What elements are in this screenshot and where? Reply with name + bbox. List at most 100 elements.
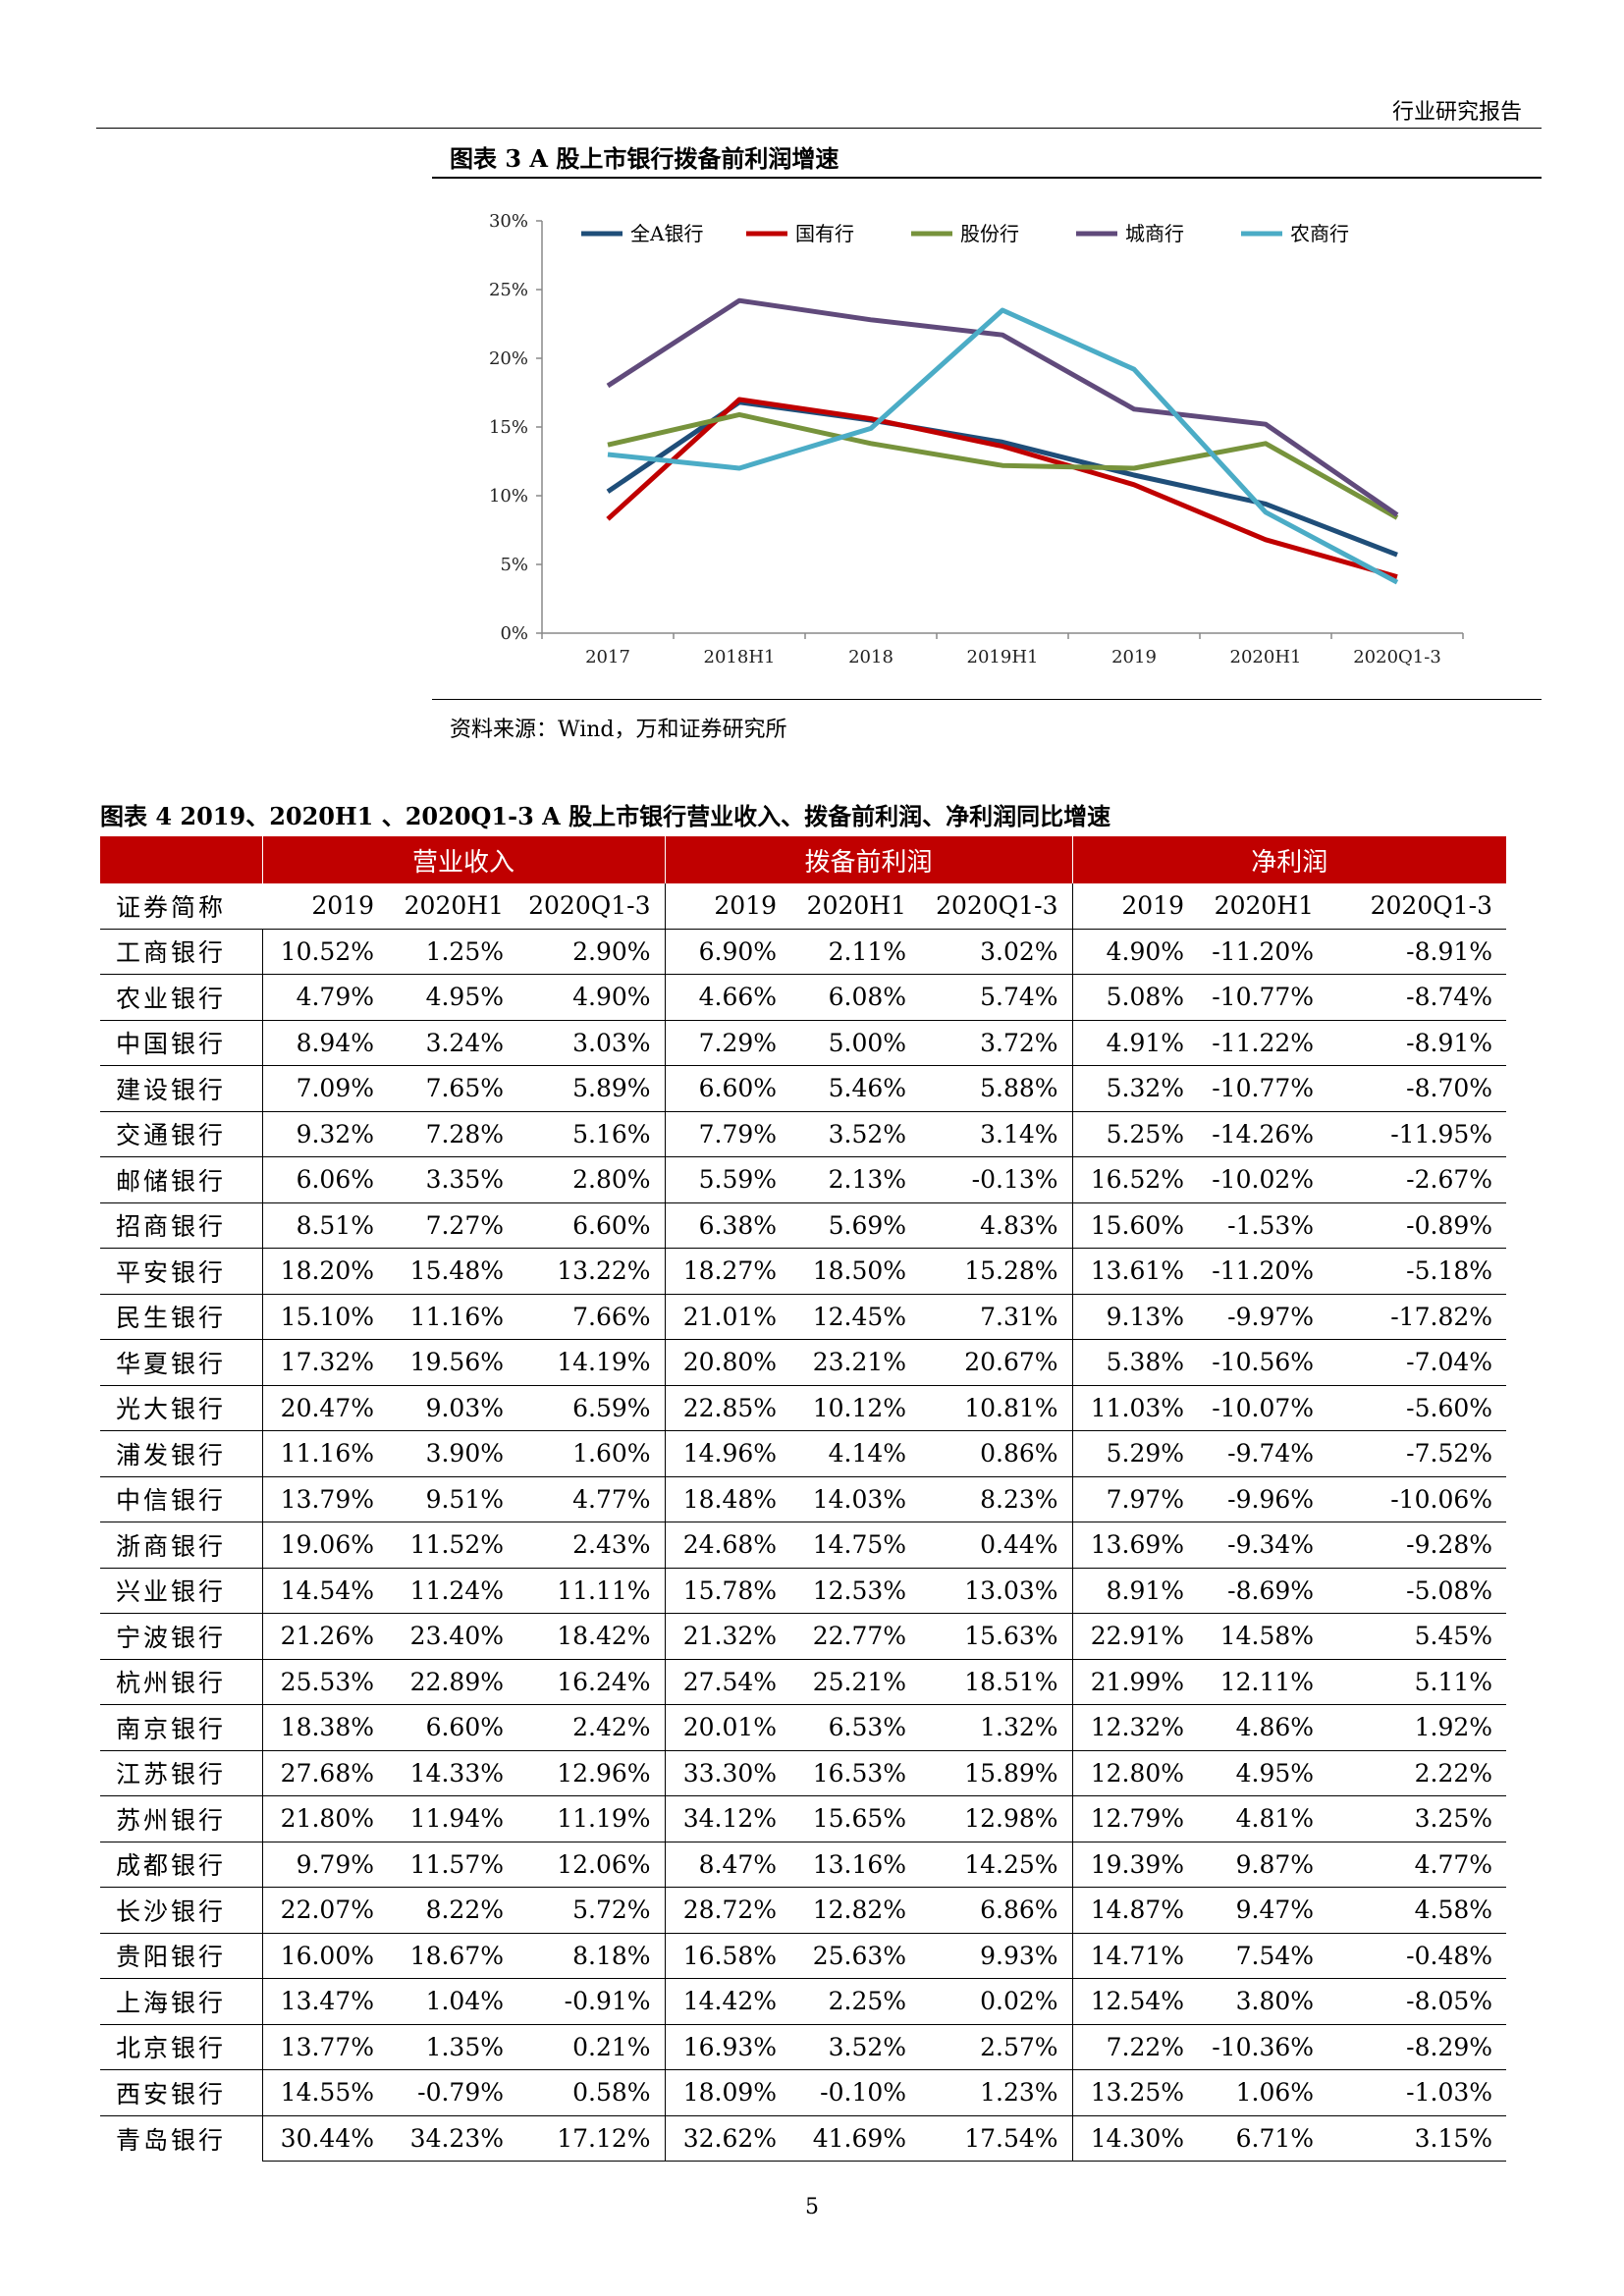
value-cell: 0.86% (920, 1430, 1073, 1477)
bank-name-cell: 华夏银行 (100, 1339, 262, 1386)
value-cell: 6.60% (664, 1065, 791, 1112)
value-cell: -10.77% (1198, 1065, 1328, 1112)
value-cell: 22.85% (664, 1385, 791, 1431)
table-row: 兴业银行 14.54% 11.24% 11.11% 15.78% 12.53% 13.03%… (100, 1568, 1507, 1614)
value-cell: 14.96% (664, 1430, 791, 1477)
series-line-2 (606, 397, 1398, 580)
value-cell: -8.91% (1327, 1020, 1507, 1066)
value-cell: 7.22% (1071, 2024, 1199, 2070)
value-cell: 21.26% (261, 1613, 388, 1660)
value-cell: 23.40% (388, 1613, 517, 1660)
value-cell: -0.89% (1327, 1202, 1507, 1249)
column-header-name: 证券简称 (100, 883, 262, 930)
table-row: 光大银行 20.47% 9.03% 6.59% 22.85% 10.12% 10.81% 11… (100, 1385, 1507, 1431)
bank-name-cell: 长沙银行 (100, 1887, 262, 1934)
bank-name-cell: 南京银行 (100, 1704, 262, 1751)
value-cell: 3.52% (790, 1111, 921, 1157)
value-cell: -8.74% (1327, 974, 1507, 1021)
value-cell: 14.33% (388, 1750, 517, 1796)
value-cell: 20.01% (664, 1704, 791, 1751)
y-tick-label: 10% (489, 486, 528, 507)
value-cell: 13.77% (261, 2024, 388, 2070)
value-cell: 7.29% (664, 1020, 791, 1066)
value-cell: 19.56% (388, 1339, 517, 1386)
value-cell: 4.90% (517, 974, 666, 1021)
column-header-period: 2020Q1-3 (517, 883, 666, 930)
value-cell: 32.62% (664, 2115, 791, 2162)
value-cell: 2.42% (517, 1704, 666, 1751)
table-row: 华夏银行 17.32% 19.56% 14.19% 20.80% 23.21% 20.67%… (100, 1339, 1507, 1386)
value-cell: 22.77% (790, 1613, 921, 1660)
value-cell: -10.56% (1198, 1339, 1328, 1386)
value-cell: 18.27% (664, 1248, 791, 1295)
value-cell: 4.91% (1071, 1020, 1199, 1066)
value-cell: -10.02% (1198, 1156, 1328, 1203)
value-cell: 1.04% (388, 1978, 517, 2025)
value-cell: 23.21% (790, 1339, 921, 1386)
value-cell: 2.11% (790, 929, 921, 975)
table-row: 江苏银行 27.68% 14.33% 12.96% 33.30% 16.53% 15.89%… (100, 1750, 1507, 1796)
value-cell: 1.25% (388, 929, 517, 975)
value-cell: 4.66% (664, 974, 791, 1021)
value-cell: 18.09% (664, 2069, 791, 2116)
value-cell: 5.72% (517, 1887, 666, 1934)
value-cell: 13.47% (261, 1978, 388, 2025)
value-cell: 4.86% (1198, 1704, 1328, 1751)
value-cell: 0.02% (920, 1978, 1073, 2025)
column-header-period: 2020H1 (790, 883, 921, 930)
value-cell: 6.71% (1198, 2115, 1328, 2162)
bank-name-cell: 西安银行 (100, 2069, 262, 2116)
value-cell: 6.08% (790, 974, 921, 1021)
value-cell: 2.57% (920, 2024, 1073, 2070)
value-cell: 11.57% (388, 1842, 517, 1888)
value-cell: 12.32% (1071, 1704, 1199, 1751)
value-cell: 19.06% (261, 1522, 388, 1569)
value-cell: 12.96% (517, 1750, 666, 1796)
value-cell: 2.13% (790, 1156, 921, 1203)
legend-label-1: 全A银行 (630, 222, 703, 245)
bank-name-cell: 兴业银行 (100, 1568, 262, 1614)
figure3-title: 图表 3 A 股上市银行拨备前利润增速 (450, 144, 839, 173)
value-cell: 0.58% (517, 2069, 666, 2116)
value-cell: 3.02% (920, 929, 1073, 975)
value-cell: 15.63% (920, 1613, 1073, 1660)
value-cell: 7.28% (388, 1111, 517, 1157)
figure3-source: 资料来源：Wind，万和证券研究所 (450, 718, 787, 742)
table-row: 宁波银行 21.26% 23.40% 18.42% 21.32% 22.77% 15.63%… (100, 1613, 1507, 1660)
table-row: 中国银行 8.94% 3.24% 3.03% 7.29% 5.00% 3.72% 4.91% -… (100, 1020, 1507, 1066)
column-header-period: 2020Q1-3 (1327, 883, 1507, 930)
y-tick-label: 15% (489, 417, 528, 438)
value-cell: 4.77% (1327, 1842, 1507, 1888)
legend-label-4: 城商行 (1125, 222, 1184, 245)
value-cell: 4.14% (790, 1430, 921, 1477)
series-line-4 (606, 297, 1399, 517)
value-cell: 18.67% (388, 1933, 517, 1979)
report-type-label: 行业研究报告 (1391, 100, 1522, 125)
value-cell: 22.91% (1071, 1613, 1199, 1660)
value-cell: 11.52% (388, 1522, 517, 1569)
value-cell: 11.11% (517, 1568, 666, 1614)
value-cell: 14.25% (920, 1842, 1073, 1888)
value-cell: 4.90% (1071, 929, 1199, 975)
value-cell: -0.13% (920, 1156, 1073, 1203)
value-cell: -11.20% (1198, 1248, 1328, 1295)
group-header-blank (100, 836, 262, 883)
value-cell: 22.89% (388, 1659, 517, 1705)
table-row: 农业银行 4.79% 4.95% 4.90% 4.66% 6.08% 5.74% 5.08% -… (100, 974, 1507, 1021)
value-cell: 14.19% (517, 1339, 666, 1386)
y-tick-label: 20% (489, 348, 528, 369)
value-cell: 1.32% (920, 1704, 1073, 1751)
value-cell: 6.60% (388, 1704, 517, 1751)
table-row: 南京银行 18.38% 6.60% 2.42% 20.01% 6.53% 1.32% 12.3… (100, 1704, 1507, 1751)
value-cell: 3.15% (1327, 2115, 1507, 2162)
value-cell: 21.99% (1071, 1659, 1199, 1705)
value-cell: -8.05% (1327, 1978, 1507, 2025)
figure4-table: 营业收入 拨备前利润 净利润 证券简称 2019 2020H1 2020Q1-3 2019 20… (100, 836, 1507, 2162)
value-cell: 9.87% (1198, 1842, 1328, 1888)
table-row: 浙商银行 19.06% 11.52% 2.43% 24.68% 14.75% 0.44% 13… (100, 1522, 1507, 1569)
bank-name-cell: 工商银行 (100, 929, 262, 975)
value-cell: 8.22% (388, 1887, 517, 1934)
value-cell: 2.25% (790, 1978, 921, 2025)
value-cell: 13.61% (1071, 1248, 1199, 1295)
value-cell: 13.22% (517, 1248, 666, 1295)
